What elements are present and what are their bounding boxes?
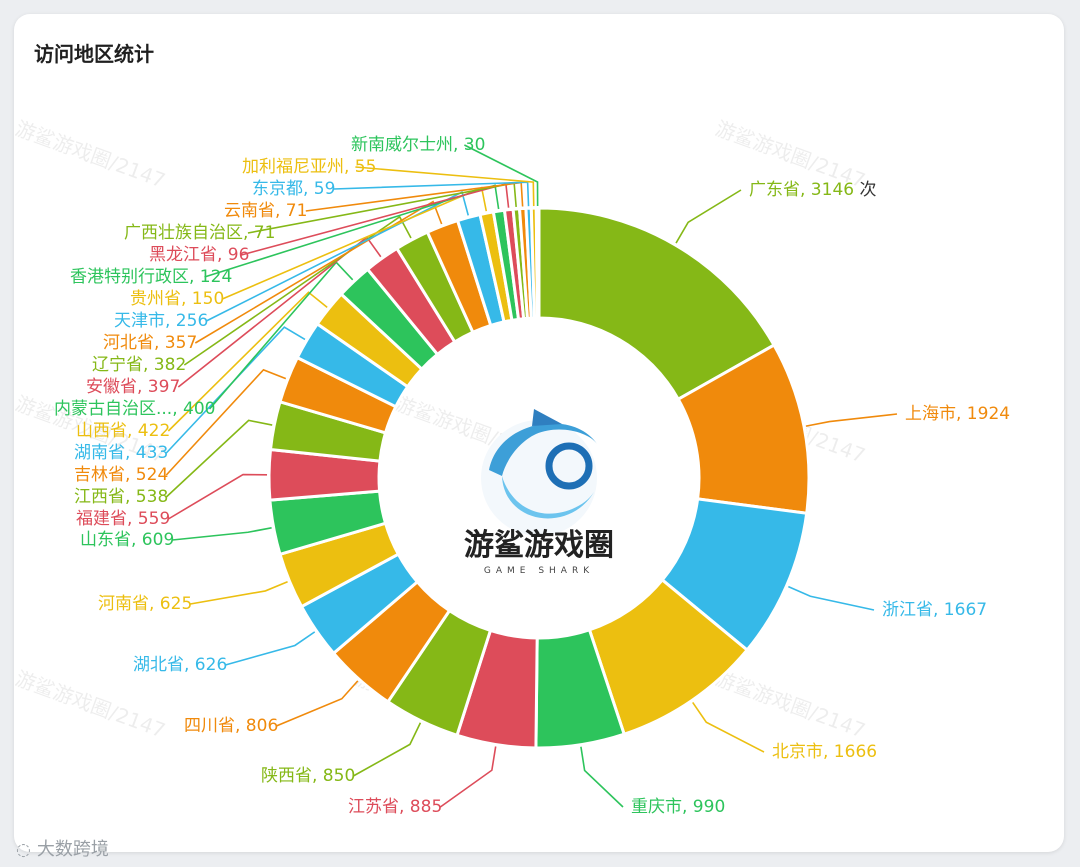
leader-line-11 bbox=[167, 473, 268, 520]
slice-label-28: 新南威尔士州, 30 bbox=[351, 135, 485, 155]
slice-label-2: 浙江省, 1667 bbox=[882, 600, 987, 620]
leader-line-1 bbox=[805, 413, 898, 427]
slice-label-9: 河南省, 625 bbox=[98, 594, 192, 614]
chart-card: 访问地区统计 游鲨游戏圈/2147 游鲨游戏圈/2147 游鲨游戏圈/2147 游鲨游… bbox=[14, 14, 1064, 852]
leader-line-19 bbox=[194, 200, 443, 344]
leader-line-27 bbox=[355, 166, 535, 207]
slice-label-5: 江苏省, 885 bbox=[348, 797, 442, 817]
slice-label-10: 山东省, 609 bbox=[80, 530, 174, 550]
slice-label-3: 北京市, 1666 bbox=[772, 742, 877, 762]
slice-label-13: 吉林省, 524 bbox=[74, 465, 168, 485]
leader-line-8 bbox=[225, 631, 316, 666]
leader-line-6 bbox=[352, 722, 422, 777]
leader-line-2 bbox=[788, 585, 875, 611]
leader-line-18 bbox=[183, 215, 412, 366]
slice-label-22: 香港特别行政区, 124 bbox=[70, 267, 232, 287]
leader-line-15 bbox=[167, 291, 328, 432]
center-logo: 游鲨游戏圈 GAME SHARK bbox=[464, 409, 614, 576]
unit-suffix: 次 bbox=[859, 180, 876, 200]
slice-label-26: 东京都, 59 bbox=[252, 179, 335, 199]
slice-label-19: 河北省, 357 bbox=[103, 333, 197, 353]
slice-label-15: 山西省, 422 bbox=[76, 421, 170, 441]
chat-bubble-icon: ◌ bbox=[16, 840, 31, 860]
watermark-text: 游鲨游戏圈/2147 bbox=[712, 666, 868, 742]
slice-label-20: 天津市, 256 bbox=[114, 311, 208, 331]
slice-label-8: 湖北省, 626 bbox=[133, 655, 227, 675]
leader-line-0 bbox=[675, 189, 742, 244]
slice-label-23: 黑龙江省, 96 bbox=[149, 245, 249, 265]
slice-label-21: 贵州省, 150 bbox=[130, 289, 224, 309]
slice-label-1: 上海市, 1924 bbox=[905, 404, 1010, 424]
slice-label-6: 陕西省, 850 bbox=[261, 766, 355, 786]
leader-line-28 bbox=[464, 144, 539, 207]
watermark-text: 游鲨游戏圈/2147 bbox=[14, 666, 169, 742]
slice-label-4: 重庆市, 990 bbox=[631, 797, 725, 817]
leader-line-9 bbox=[190, 581, 288, 605]
slice-label-25: 云南省, 71 bbox=[224, 201, 307, 221]
watermark-text: 游鲨游戏圈/2147 bbox=[14, 116, 169, 192]
slice-label-0: 广东省, 3146 次 bbox=[749, 180, 876, 200]
slice-label-18: 辽宁省, 382 bbox=[92, 355, 186, 375]
slice-label-24: 广西壮族自治区, 71 bbox=[124, 223, 275, 243]
source-text: 大数跨境 bbox=[36, 839, 109, 860]
leader-line-7 bbox=[276, 680, 359, 727]
source-watermark: ◌ 大数跨境 bbox=[16, 835, 109, 861]
leader-line-4 bbox=[580, 746, 624, 808]
leader-line-12 bbox=[165, 419, 273, 498]
logo-name: 游鲨游戏圈 bbox=[464, 528, 614, 563]
leader-layer bbox=[165, 144, 898, 808]
slice-label-14: 湖南省, 433 bbox=[74, 443, 168, 463]
slice-label-17: 安徽省, 397 bbox=[86, 377, 180, 397]
logo-subtitle: GAME SHARK bbox=[484, 566, 594, 576]
card-title: 访问地区统计 bbox=[34, 42, 154, 66]
leader-line-3 bbox=[692, 701, 765, 753]
slice-layer bbox=[267, 206, 811, 750]
slice-label-27: 加利福尼亚州, 55 bbox=[242, 157, 376, 177]
leader-line-5 bbox=[439, 746, 497, 808]
leader-line-10 bbox=[172, 527, 272, 541]
slice-28[interactable] bbox=[534, 206, 541, 320]
leader-line-13 bbox=[165, 368, 287, 476]
leader-line-14 bbox=[165, 326, 306, 454]
slice-label-12: 江西省, 538 bbox=[74, 487, 168, 507]
shark-icon bbox=[481, 409, 597, 536]
slice-label-11: 福建省, 559 bbox=[76, 509, 170, 529]
slice-label-7: 四川省, 806 bbox=[184, 716, 278, 736]
slice-label-16: 内蒙古自治区..., 400 bbox=[54, 399, 215, 419]
